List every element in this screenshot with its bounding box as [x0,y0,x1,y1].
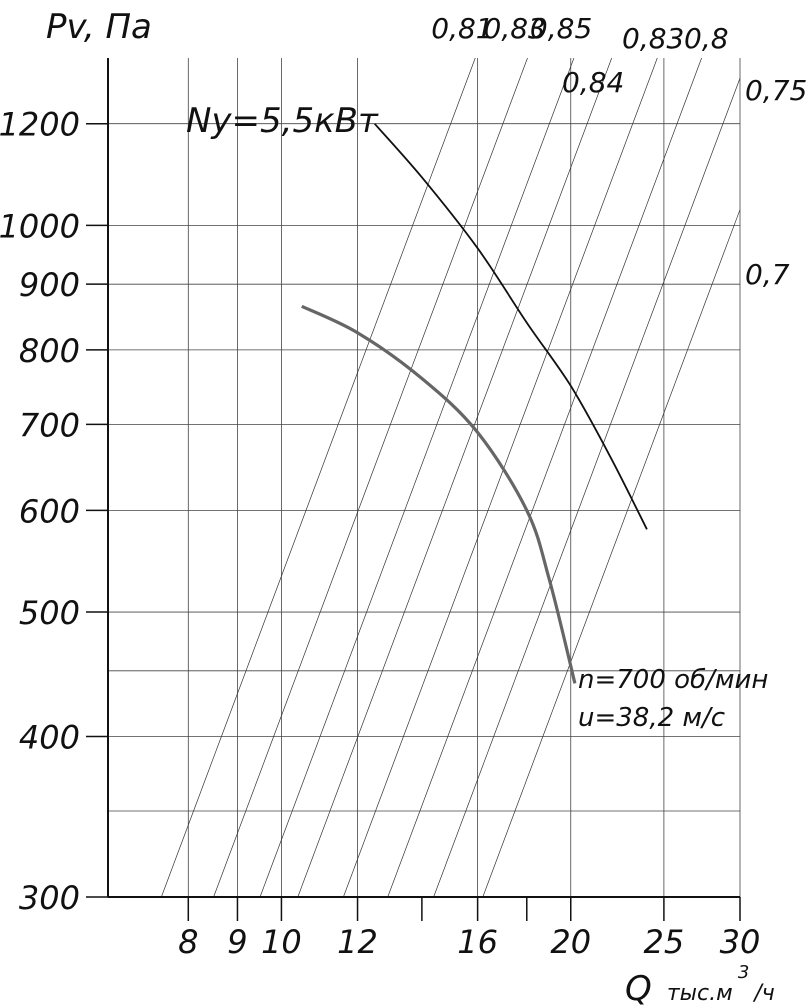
speed-label: n=700 об/мин [578,665,768,695]
x-ticks: 8 9 10 12 16 20 25 30 [178,897,760,961]
x-tick-label: 20 [550,923,591,961]
x-axis-symbol: Q [625,969,652,1008]
y-tick-label: 300 [19,879,80,917]
axes [107,58,740,898]
efficiency-line [297,57,613,898]
efficiency-label: 0,81 [431,12,493,45]
efficiency-label: 0,83 [484,12,546,45]
efficiency-label: 0,7 [745,258,790,291]
x-tick-label: 25 [644,923,685,961]
efficiency-line [259,57,575,898]
y-tick-label: 1200 [0,106,80,144]
velocity-label: u=38,2 м/с [578,703,725,733]
y-axis-title: Pv, Па [46,7,152,47]
x-tick-label: 30 [720,923,761,961]
x-axis-unit: тыс.м [667,981,733,1006]
efficiency-line [387,57,702,898]
efficiency-label: 0,85 [530,12,592,45]
efficiency-line [482,209,741,898]
y-tick-label: 800 [19,332,80,370]
series [301,123,648,684]
x-tick-label: 16 [457,923,498,961]
efficiency-line [433,78,741,898]
y-tick-label: 900 [19,266,80,304]
efficiency-lines: 0,810,830,850,840,83 0,80,750,7 [161,12,807,898]
power-curve [373,123,648,530]
x-tick-label: 10 [261,923,302,961]
efficiency-label: 0,84 [562,66,624,99]
efficiency-line [161,57,476,898]
y-tick-label: 400 [19,719,80,757]
efficiency-label: 0,8 [684,22,729,55]
x-axis-title: Q тыс.м 3 /ч [625,962,775,1008]
y-tick-label: 600 [19,492,80,530]
x-tick-label: 12 [337,923,378,961]
efficiency-line [343,57,658,898]
efficiency-label: 0,83 [622,22,684,55]
x-tick-label: 8 [178,923,198,961]
x-axis-unit-tail: /ч [752,981,774,1006]
grid [108,58,741,897]
y-tick-label: 1000 [0,207,80,245]
y-tick-label: 700 [19,406,80,444]
y-ticks: 300 400 500 600 700 800 900 1000 1200 [0,106,108,917]
x-tick-label: 9 [227,923,247,961]
x-axis-unit-superscript: 3 [738,962,749,983]
pressure-curve [301,304,577,684]
efficiency-line [213,57,528,898]
efficiency-label: 0,75 [745,74,807,107]
y-tick-label: 500 [19,594,80,632]
power-label: Ny=5,5кВт [186,101,379,141]
